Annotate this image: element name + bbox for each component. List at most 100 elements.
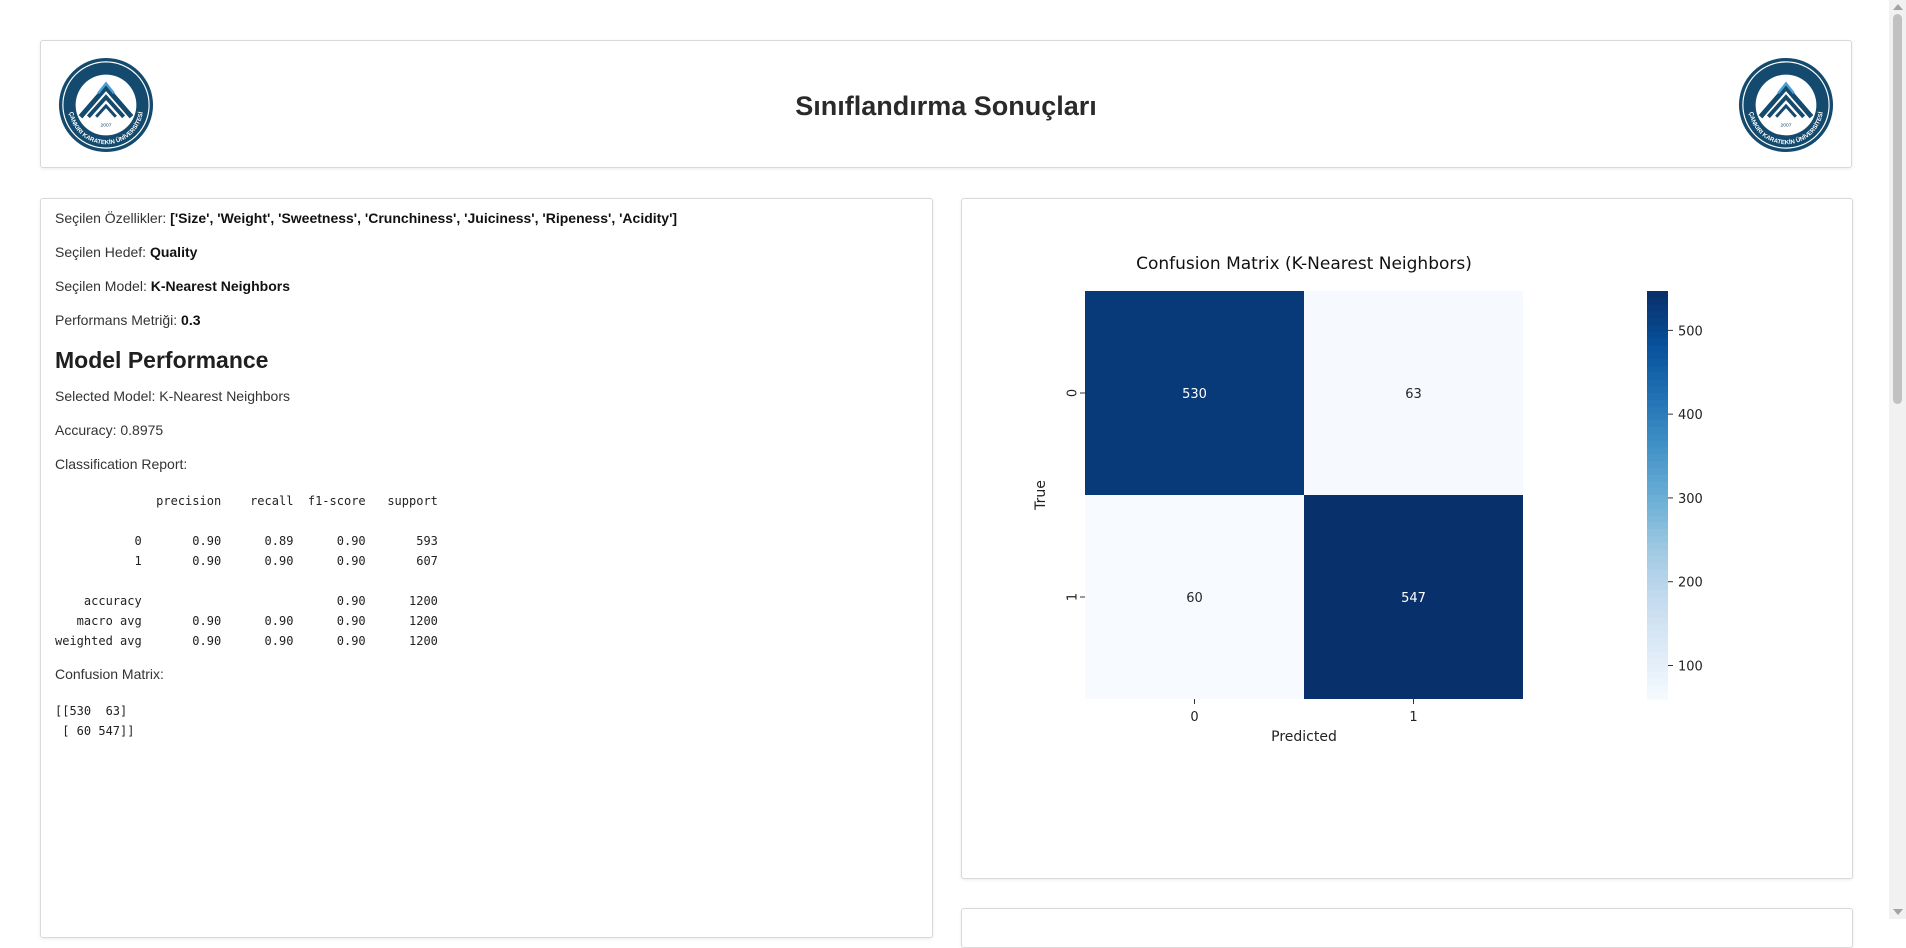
colorbar-segment: [1647, 386, 1668, 394]
metric-label: Performans Metriği:: [55, 312, 178, 328]
heatmap-cell: [1085, 291, 1304, 495]
colorbar-segment: [1647, 501, 1668, 510]
heatmap-cell: [1304, 495, 1523, 699]
colorbar-segment: [1647, 624, 1668, 632]
university-logo-right: 2007 ÇANKIRI KARATEKİN ÜNİVERSİTESİ: [1738, 57, 1834, 153]
colorbar-segment: [1647, 481, 1668, 489]
features-value: ['Size', 'Weight', 'Sweetness', 'Crunchi…: [170, 210, 678, 226]
colorbar-segment: [1647, 372, 1668, 380]
confusion-matrix-chart: Confusion Matrix (K-Nearest Neighbors) 53…: [1033, 254, 1703, 745]
model-value: K-Nearest Neighbors: [150, 278, 290, 294]
colorbar-segment: [1647, 637, 1668, 646]
selected-model: Seçilen Model: K-Nearest Neighbors: [55, 279, 918, 294]
colorbar-segment: [1647, 631, 1668, 639]
logo-year-left: 2007: [101, 123, 112, 129]
colorbar-segment: [1647, 644, 1668, 652]
header-card: 2007 ÇANKIRI KARATEKİN ÜNİVERSİTESİ Sını…: [40, 40, 1852, 168]
colorbar-segment: [1647, 508, 1668, 516]
target-value: Quality: [149, 244, 198, 260]
colorbar-segment: [1647, 399, 1668, 408]
colorbar-segment: [1647, 542, 1668, 550]
colorbar-segment: [1647, 304, 1668, 312]
classification-report-label: Classification Report:: [55, 456, 188, 472]
colorbar-segment: [1647, 318, 1668, 326]
colorbar-segment: [1647, 658, 1668, 666]
features-label: Seçilen Özellikler:: [55, 210, 167, 226]
chart-title: Confusion Matrix (K-Nearest Neighbors): [1136, 254, 1472, 274]
colorbar-segment: [1647, 393, 1668, 401]
colorbar-segment: [1647, 549, 1668, 557]
colorbar-segment: [1647, 583, 1668, 591]
colorbar-tick-label: 400: [1678, 408, 1703, 423]
x-tick-label: 0: [1190, 710, 1198, 725]
colorbar-segment: [1647, 590, 1668, 598]
scroll-up-arrow-icon[interactable]: [1893, 4, 1903, 10]
colorbar-segment: [1647, 406, 1668, 414]
colorbar-segment: [1647, 488, 1668, 496]
colorbar-segment: [1647, 365, 1668, 374]
colorbar-segment: [1647, 515, 1668, 523]
x-tick-label: 1: [1409, 710, 1417, 725]
classification-report: precision recall f1-score support 0 0.90…: [55, 494, 438, 648]
colorbar-segment: [1647, 522, 1668, 530]
colorbar-segment: [1647, 297, 1668, 306]
colorbar-segment: [1647, 291, 1668, 299]
colorbar-segment: [1647, 474, 1668, 482]
colorbar-tick-label: 300: [1678, 492, 1703, 507]
selected-target: Seçilen Hedef: Quality: [55, 245, 918, 260]
colorbar-segment: [1647, 447, 1668, 455]
colorbar-segment: [1647, 576, 1668, 584]
colorbar-segment: [1647, 338, 1668, 346]
cell-value-label: 60: [1186, 591, 1203, 606]
colorbar-segment: [1647, 569, 1668, 578]
colorbar-tick-label: 100: [1678, 659, 1703, 674]
colorbar-segment: [1647, 379, 1668, 387]
scroll-down-arrow-icon[interactable]: [1893, 909, 1903, 915]
colorbar-segment: [1647, 311, 1668, 319]
y-tick-label: 1: [1066, 593, 1081, 601]
chart-card: Confusion Matrix (K-Nearest Neighbors) 53…: [961, 198, 1853, 879]
colorbar-segment: [1647, 461, 1668, 469]
cell-value-label: 63: [1405, 387, 1422, 402]
confusion-matrix-label: Confusion Matrix:: [55, 666, 164, 682]
colorbar-segment: [1647, 692, 1668, 700]
logo-year-right: 2007: [1781, 123, 1792, 129]
scroll-thumb[interactable]: [1893, 14, 1902, 404]
target-label: Seçilen Hedef:: [55, 244, 147, 260]
selected-features: Seçilen Özellikler: ['Size', 'Weight', '…: [55, 211, 918, 226]
colorbar-segment: [1647, 603, 1668, 612]
colorbar-tick-label: 500: [1678, 324, 1703, 339]
metric-value: 0.3: [181, 312, 201, 328]
colorbar-segment: [1647, 352, 1668, 360]
colorbar-segment: [1647, 529, 1668, 537]
colorbar-segment: [1647, 651, 1668, 659]
colorbar-segment: [1647, 665, 1668, 673]
model-label: Seçilen Model:: [55, 278, 147, 294]
cell-value-label: 530: [1182, 387, 1207, 402]
page-scrollbar[interactable]: [1889, 0, 1906, 919]
cell-value-label: 547: [1401, 591, 1426, 606]
page-title: Sınıflandırma Sonuçları: [795, 91, 1097, 121]
x-axis-label: Predicted: [1271, 729, 1337, 745]
colorbar-segment: [1647, 413, 1668, 421]
colorbar-segment: [1647, 420, 1668, 428]
heatmap-cell: [1085, 495, 1304, 699]
colorbar-segment: [1647, 597, 1668, 605]
accuracy-text: Accuracy: 0.8975: [55, 422, 164, 438]
colorbar-segment: [1647, 359, 1668, 367]
colorbar-segment: [1647, 454, 1668, 462]
colorbar-segment: [1647, 678, 1668, 686]
heatmap-cell: [1304, 291, 1523, 495]
y-axis-label: True: [1033, 480, 1049, 511]
colorbar-segment: [1647, 617, 1668, 625]
colorbar-segment: [1647, 563, 1668, 571]
results-card: Seçilen Özellikler: ['Size', 'Weight', '…: [40, 198, 933, 938]
model-performance-heading: Model Performance: [55, 347, 269, 373]
colorbar-segment: [1647, 495, 1668, 503]
colorbar-tick-label: 200: [1678, 576, 1703, 591]
colorbar-segment: [1647, 325, 1668, 333]
colorbar-segment: [1647, 685, 1668, 693]
selected-model-text: Selected Model: K-Nearest Neighbors: [55, 388, 291, 404]
colorbar-segment: [1647, 427, 1668, 435]
colorbar-segment: [1647, 671, 1668, 680]
